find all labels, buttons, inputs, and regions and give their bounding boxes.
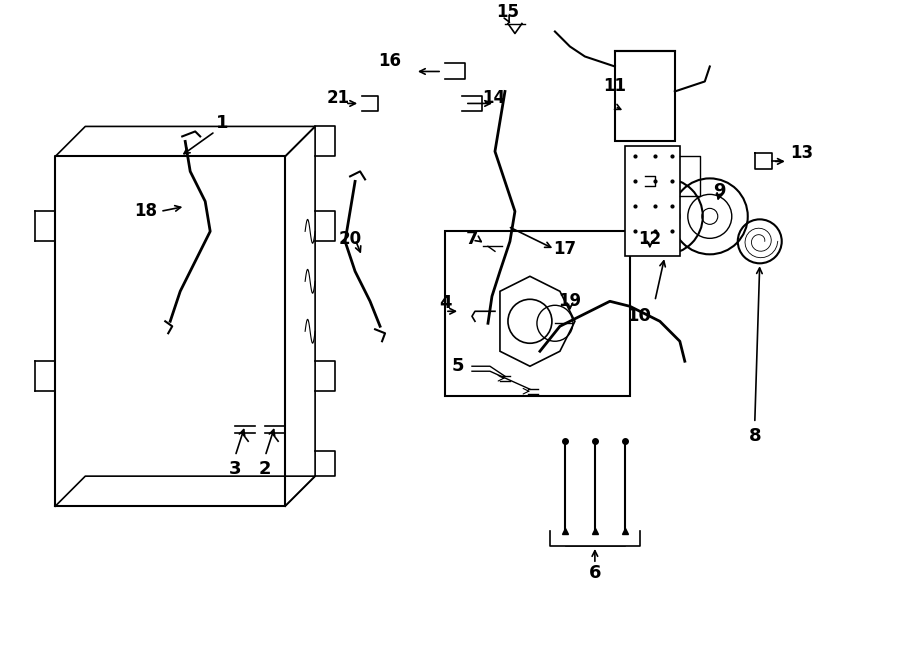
Text: 9: 9	[714, 182, 726, 200]
Text: 13: 13	[789, 144, 813, 163]
Text: 3: 3	[229, 460, 241, 478]
Text: 2: 2	[259, 460, 272, 478]
Text: 14: 14	[482, 89, 505, 108]
Text: 15: 15	[497, 3, 519, 20]
Text: 7: 7	[465, 230, 478, 249]
Text: 21: 21	[327, 89, 350, 108]
Text: 10: 10	[627, 307, 652, 325]
Text: 6: 6	[589, 564, 601, 582]
Text: 17: 17	[554, 241, 577, 258]
Text: 4: 4	[439, 294, 451, 312]
Text: 20: 20	[338, 230, 362, 249]
Text: 12: 12	[638, 230, 662, 249]
Text: 11: 11	[603, 77, 626, 95]
Text: 1: 1	[216, 114, 229, 132]
Text: 8: 8	[749, 427, 761, 445]
Text: 19: 19	[558, 292, 581, 310]
Bar	[615, 52, 675, 141]
Text: 18: 18	[134, 202, 157, 220]
Text: 16: 16	[379, 52, 401, 71]
Bar	[445, 231, 630, 396]
Text: 5: 5	[452, 357, 464, 375]
Bar	[625, 147, 680, 256]
